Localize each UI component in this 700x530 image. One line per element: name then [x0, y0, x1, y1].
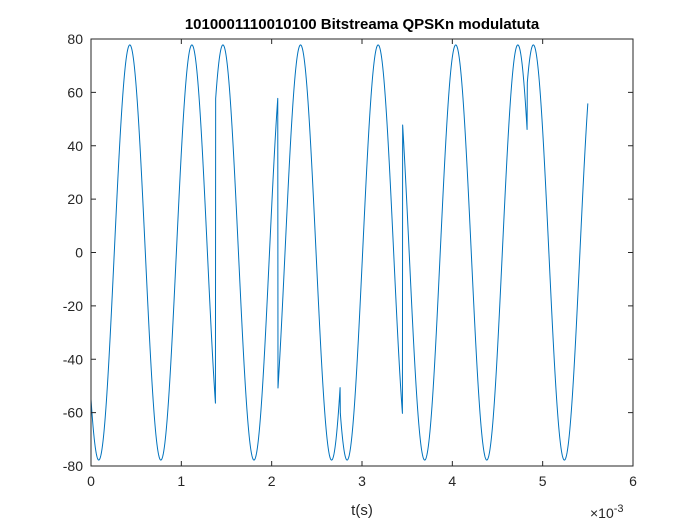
series-line — [90, 44, 589, 461]
y-tick-label: -60 — [63, 405, 83, 421]
x-axis-exponent: ×10-3 — [590, 503, 624, 521]
axes-background — [91, 39, 633, 466]
x-tick-label: 0 — [87, 473, 95, 489]
y-tick-label: -40 — [63, 351, 83, 367]
y-tick-label: 80 — [67, 31, 83, 47]
tick-layer: 0 1 2 3 4 5 6 -80 -60 -40 -20 0 20 40 60 80 — [63, 31, 637, 489]
y-tick-label: -80 — [63, 458, 83, 474]
y-tick-label: 20 — [67, 191, 83, 207]
x-axis-exponent-base: ×10 — [590, 505, 614, 521]
y-tick-label: -20 — [63, 298, 83, 314]
y-tick-label: 60 — [67, 84, 83, 100]
y-tick-label: 40 — [67, 138, 83, 154]
data-layer — [90, 44, 589, 461]
x-tick-label: 6 — [629, 473, 637, 489]
x-axis-exponent-power: -3 — [614, 503, 624, 515]
x-tick-label: 4 — [448, 473, 456, 489]
chart-title: 1010001110010100 Bitstreama QPSKn modula… — [185, 16, 540, 33]
x-tick-label: 5 — [539, 473, 547, 489]
x-axis-label: t(s) — [351, 502, 373, 519]
x-tick-label: 3 — [358, 473, 366, 489]
x-tick-label: 1 — [177, 473, 185, 489]
x-tick-label: 2 — [268, 473, 276, 489]
y-tick-label: 0 — [75, 245, 83, 261]
